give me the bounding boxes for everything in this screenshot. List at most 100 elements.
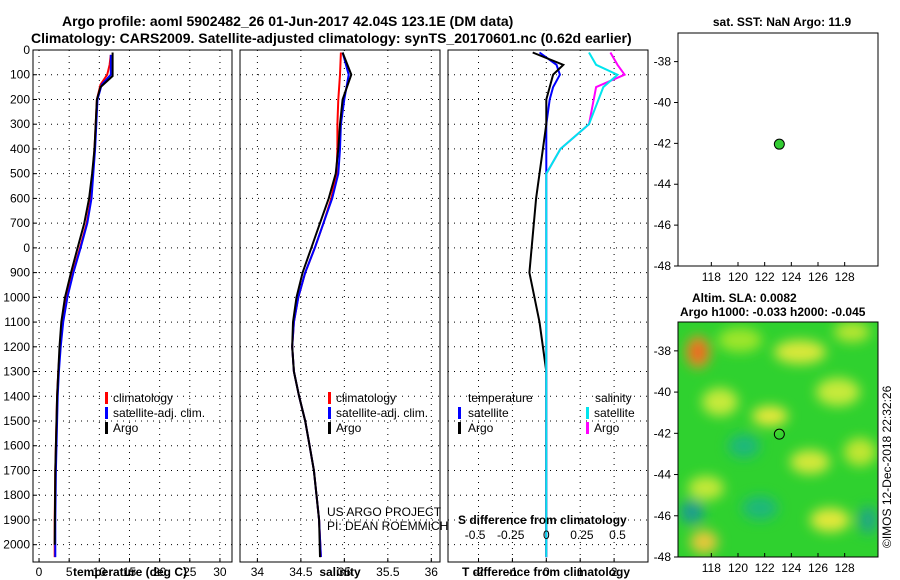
x-tick-label: 36: [425, 565, 439, 579]
sla-blob: [688, 476, 724, 500]
imos-side-label: ©IMOS 12-Dec-2018 22:32:26: [880, 385, 894, 548]
y-tick-label: 2000: [3, 538, 30, 552]
legend-label-s-argo: Argo: [594, 421, 620, 435]
temperature-grid: [33, 49, 232, 562]
sst-map-panel: sat. SST: NaN Argo: 11.9 118 120 122 124 126…: [654, 15, 879, 284]
sla-map-panel: Altim. SLA: 0.0082 Argo h1000: -0.033 h2…: [654, 291, 894, 575]
sla-blob: [774, 340, 826, 364]
credit-line1: US ARGO PROJECT: [327, 505, 442, 519]
figure-title-line2: Climatology: CARS2009. Satellite-adjuste…: [31, 30, 632, 46]
sla-blob: [692, 344, 704, 360]
y-tick-label: 1800: [3, 488, 30, 502]
salinity-diff-tick-label: 0.25: [570, 528, 594, 542]
y-tick-label: 700: [10, 216, 30, 230]
legend-swatch-s-argo: [586, 422, 589, 434]
legend-swatch-satellite: [105, 407, 108, 419]
y-tick-label: 0: [23, 241, 30, 255]
map-x-tick-label: 124: [781, 561, 801, 575]
salinity-grid: [240, 49, 440, 562]
legend-swatch-argo: [328, 422, 331, 434]
salinity-diff-tick-label: 0: [543, 528, 550, 542]
y-tick-label: 400: [10, 142, 30, 156]
series-line-argo: [53, 52, 114, 545]
x-tick-label: 5: [66, 565, 73, 579]
x-tick-label: 15: [123, 565, 137, 579]
y-tick-label: 300: [10, 117, 30, 131]
legend-label-s-satellite: satellite: [594, 406, 635, 420]
sla-map-ticks: 118 120 122 124 126 128 -38 -40 -42 -44 -46 -48: [654, 344, 855, 575]
map-y-tick-label: -38: [654, 55, 672, 69]
map-y-tick-label: -48: [654, 550, 672, 564]
salinity-x-ticks: 34 34.5 35 35.5 36: [251, 558, 439, 579]
legend-label-t-argo: Argo: [468, 421, 494, 435]
map-y-tick-label: -38: [654, 344, 672, 358]
y-tick-label: 0: [23, 43, 30, 57]
x-tick-label: 35.5: [376, 565, 400, 579]
sla-map-points: [773, 428, 785, 440]
y-tick-label: 900: [10, 266, 30, 280]
difference-panel: -2 -1 0 1 2 -0.5 -0.25 0 0.25 0.5 S difference f…: [447, 49, 649, 579]
sla-blobs: [680, 322, 878, 554]
map-x-tick-label: 122: [755, 561, 775, 575]
x-tick-label: 1: [577, 565, 584, 579]
x-tick-label: 20: [153, 565, 167, 579]
legend-label-argo: Argo: [336, 421, 362, 435]
legend-swatch-satellite: [328, 407, 331, 419]
map-y-tick-label: -40: [654, 385, 672, 399]
salinity-panel: 34 34.5 35 35.5 36 salinity climatology sate…: [239, 49, 448, 579]
sst-map-title: sat. SST: NaN Argo: 11.9: [713, 15, 852, 29]
salinity-diff-tick-label: -0.5: [465, 528, 486, 542]
sla-blob: [810, 508, 850, 532]
series-line-climatology: [291, 52, 342, 558]
sla-blob: [752, 406, 788, 426]
y-tick-label: 600: [10, 191, 30, 205]
y-tick-label: 1100: [4, 315, 30, 329]
temperature-x-ticks: 0 5 10 15 20 25 30: [36, 558, 227, 579]
legend-swatch-climatology: [105, 392, 108, 404]
map-y-tick-label: -44: [654, 177, 672, 191]
depth-y-ticks: 0 100 200 300 400 500 600 700 0 900 1000 1100 1200 13…: [3, 43, 37, 552]
x-tick-label: 35: [338, 565, 352, 579]
x-tick-label: -2: [473, 565, 484, 579]
x-tick-label: 10: [93, 565, 107, 579]
sla-blob: [844, 438, 876, 466]
salinity-diff-label: S difference from climatology: [458, 513, 627, 527]
legend-label-satellite: satellite-adj. clim.: [113, 406, 205, 420]
y-tick-label: 1400: [3, 389, 30, 403]
y-tick-label: 1000: [3, 290, 30, 304]
salinity-diff-ticks: -0.5 -0.25 0 0.25 0.5: [465, 528, 626, 542]
y-tick-label: 1200: [3, 340, 30, 354]
map-x-tick-label: 128: [835, 270, 855, 284]
y-tick-label: 1300: [3, 365, 30, 379]
legend-label-climatology: climatology: [113, 391, 173, 405]
sla-heatmap: [678, 322, 878, 557]
y-tick-label: 1900: [3, 513, 30, 527]
salinity-legend: climatology satellite-adj. clim. Argo: [328, 391, 428, 435]
legend-swatch-argo: [105, 422, 108, 434]
salinity-series: [291, 52, 353, 558]
y-tick-label: 500: [10, 167, 30, 181]
map-y-tick-label: -42: [654, 136, 672, 150]
legend-title-salinity: salinity: [595, 391, 632, 405]
difference-series: [528, 51, 627, 558]
map-y-tick-label: -48: [654, 259, 672, 273]
sla-blob: [680, 500, 704, 524]
temperature-x-label: temperature (deg C): [73, 565, 187, 579]
sla-blob: [816, 378, 860, 406]
difference-legend: temperature satellite Argo salinity sate…: [458, 391, 635, 435]
y-tick-label: 1500: [3, 414, 30, 428]
legend-swatch-s-satellite: [586, 407, 589, 419]
sla-blob: [742, 496, 778, 520]
sla-blob: [690, 530, 718, 554]
sla-blob: [728, 434, 760, 458]
temperature-panel: 0 5 10 15 20 25 30 0 100 200 300 400 500 600 700 0 900 1…: [3, 43, 233, 579]
sla-blob: [790, 450, 830, 474]
map-y-tick-label: -40: [654, 95, 672, 109]
series-line-s-satellite: [545, 52, 620, 558]
x-tick-label: 25: [183, 565, 197, 579]
sla-blob: [718, 328, 762, 352]
map-y-tick-label: -42: [654, 426, 672, 440]
y-tick-label: 1600: [3, 439, 30, 453]
y-tick-label: 1700: [3, 463, 30, 477]
